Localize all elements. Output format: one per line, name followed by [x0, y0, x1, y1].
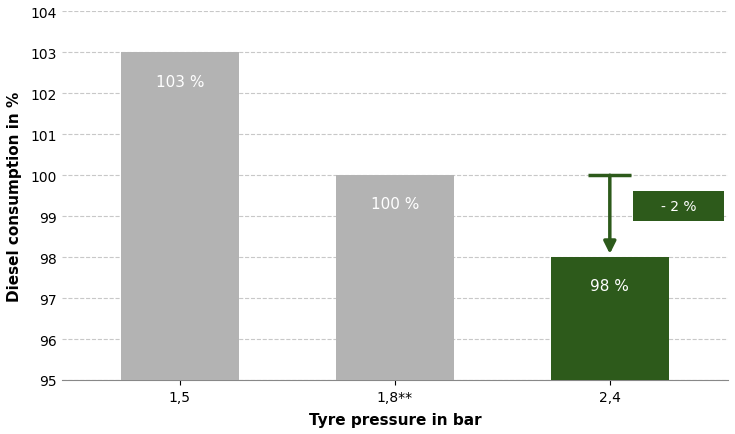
Bar [336, 176, 454, 380]
Bar [551, 257, 669, 380]
Text: 103 %: 103 % [156, 74, 204, 89]
X-axis label: Tyre pressure in bar: Tyre pressure in bar [309, 412, 481, 427]
Text: - 2 %: - 2 % [661, 200, 696, 214]
Text: 98 %: 98 % [590, 279, 629, 294]
Y-axis label: Diesel consumption in %: Diesel consumption in % [7, 92, 22, 301]
FancyBboxPatch shape [634, 192, 724, 221]
Text: 100 %: 100 % [370, 197, 419, 212]
Bar [121, 53, 239, 380]
